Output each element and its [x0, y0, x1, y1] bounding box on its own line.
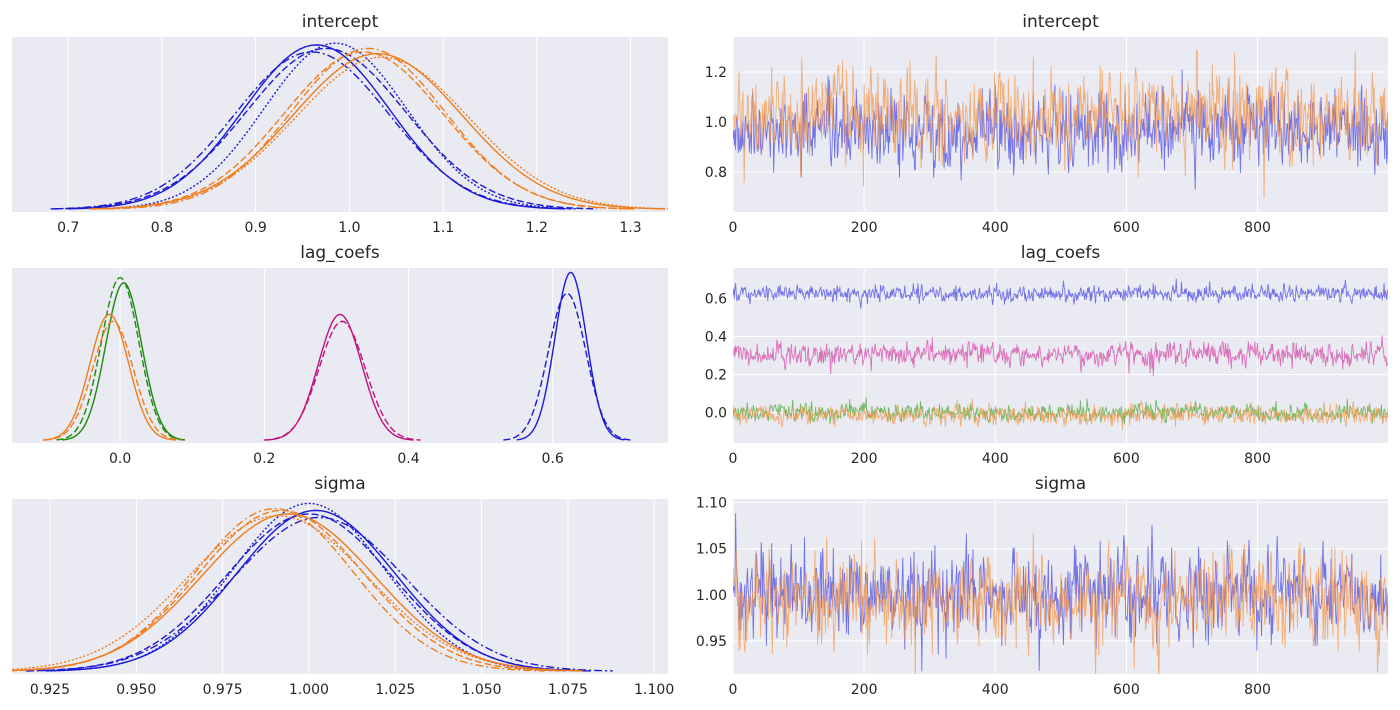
- trace-line-intercept_trace-1: [733, 49, 1388, 199]
- panel-intercept_trace: intercept 0 200 400 600 800 0.8 1.0 1.2: [705, 12, 1388, 236]
- x-tick-label: 1.000: [289, 682, 329, 698]
- x-tick-label: 1.0: [338, 220, 360, 236]
- panel-title: intercept: [302, 12, 379, 32]
- panel-title: lag_coefs: [1021, 243, 1101, 263]
- series-group: [50, 42, 668, 210]
- x-tick-label: 0.9: [245, 220, 267, 236]
- x-tick-label: 400: [982, 220, 1009, 236]
- density-line-lag_coefs_kde-4: [266, 313, 414, 441]
- y-tick-label: 0.95: [696, 634, 727, 650]
- x-tick-label: 800: [1244, 682, 1271, 698]
- y-tick-label: 0.0: [705, 406, 727, 422]
- x-tick-label: 0.950: [116, 682, 156, 698]
- panel-intercept_kde: intercept 0.7 0.8 0.9 1.0 1.1 1.2 1.3: [12, 12, 668, 236]
- x-tick-label: 400: [982, 682, 1009, 698]
- density-line-lag_coefs_kde-3: [44, 320, 182, 441]
- series-group: [733, 513, 1388, 674]
- x-tick-label: 0.2: [253, 451, 275, 467]
- density-line-sigma_kde-5: [12, 509, 564, 672]
- x-tick-label: 0.0: [109, 451, 131, 467]
- density-line-sigma_kde-6: [12, 507, 545, 672]
- density-line-sigma_kde-0: [45, 509, 586, 672]
- x-tick-label: 200: [851, 682, 878, 698]
- y-tick-label: 1.0: [705, 115, 727, 131]
- y-tick-label: 1.2: [705, 65, 727, 81]
- trace-line-lag_coefs_trace-3: [733, 398, 1388, 430]
- x-tick-label: 600: [1113, 682, 1140, 698]
- density-line-intercept_kde-3: [93, 42, 578, 210]
- density-line-sigma_kde-1: [27, 513, 591, 672]
- x-tick-label: 0: [729, 220, 738, 236]
- x-tick-label: 0: [729, 451, 738, 467]
- density-line-lag_coefs_kde-7: [503, 292, 631, 441]
- series-group: [733, 278, 1388, 430]
- trace-line-lag_coefs_trace-2: [733, 397, 1388, 425]
- x-tick-label: 800: [1244, 220, 1271, 236]
- density-line-intercept_kde-5: [92, 51, 635, 210]
- x-tick-label: 0: [729, 682, 738, 698]
- axes-background: [12, 268, 668, 443]
- x-tick-label: 0.925: [30, 682, 70, 698]
- density-line-lag_coefs_kde-1: [56, 276, 184, 441]
- density-line-intercept_kde-4: [90, 52, 665, 210]
- axes-background: [12, 37, 668, 212]
- x-tick-label: 400: [982, 451, 1009, 467]
- panel-title: intercept: [1022, 12, 1099, 32]
- x-tick-label: 0.4: [397, 451, 419, 467]
- panel-sigma_trace: sigma 0 200 400 600 800 0.95 1.00 1.05 1.10: [696, 474, 1388, 698]
- y-tick-label: 0.6: [705, 291, 727, 307]
- x-tick-label: 200: [851, 451, 878, 467]
- y-tick-label: 1.10: [696, 496, 727, 512]
- series-group: [733, 49, 1388, 199]
- density-line-sigma_kde-2: [25, 516, 613, 672]
- axes-background: [12, 499, 668, 674]
- density-line-intercept_kde-1: [55, 47, 597, 210]
- y-tick-label: 0.4: [705, 329, 727, 345]
- x-tick-label: 1.025: [375, 682, 415, 698]
- y-tick-label: 1.05: [696, 542, 727, 558]
- density-line-lag_coefs_kde-5: [263, 320, 421, 441]
- density-line-lag_coefs_kde-2: [43, 313, 176, 441]
- trace-line-lag_coefs_trace-0: [733, 278, 1388, 309]
- x-tick-label: 1.050: [462, 682, 502, 698]
- x-tick-label: 1.100: [634, 682, 674, 698]
- x-tick-label: 800: [1244, 451, 1271, 467]
- x-tick-label: 0.975: [203, 682, 243, 698]
- density-line-lag_coefs_kde-6: [516, 271, 625, 441]
- y-tick-label: 0.2: [705, 368, 727, 384]
- trace-line-sigma_trace-1: [733, 533, 1388, 674]
- density-line-lag_coefs_kde-0: [62, 282, 186, 441]
- density-line-intercept_kde-2: [50, 51, 574, 210]
- x-tick-label: 600: [1113, 451, 1140, 467]
- x-tick-label: 1.2: [526, 220, 548, 236]
- x-tick-label: 600: [1113, 220, 1140, 236]
- series-group: [12, 502, 613, 672]
- density-line-sigma_kde-7: [12, 514, 584, 672]
- panel-lag_coefs_trace: lag_coefs 0 200 400 600 800 0.0 0.2 0.4 0.6: [705, 243, 1388, 467]
- density-line-intercept_kde-0: [68, 44, 566, 210]
- series-group: [43, 271, 631, 441]
- panel-title: sigma: [314, 474, 365, 494]
- y-tick-label: 0.8: [705, 165, 727, 181]
- x-tick-label: 1.075: [548, 682, 588, 698]
- panel-title: lag_coefs: [300, 243, 380, 263]
- density-line-intercept_kde-6: [106, 47, 630, 210]
- trace-line-lag_coefs_trace-1: [733, 335, 1388, 376]
- panel-lag_coefs_kde: lag_coefs 0.0 0.2 0.4 0.6: [12, 243, 668, 467]
- panel-sigma_kde: sigma 0.925 0.950 0.975 1.000 1.025 1.050 1.075…: [12, 474, 674, 698]
- x-tick-label: 1.3: [619, 220, 641, 236]
- trace-line-intercept_trace-0: [733, 69, 1388, 190]
- density-line-intercept_kde-7: [89, 56, 668, 210]
- x-tick-label: 0.6: [542, 451, 564, 467]
- x-tick-label: 0.7: [57, 220, 79, 236]
- x-tick-label: 0.8: [151, 220, 173, 236]
- x-tick-label: 1.1: [432, 220, 454, 236]
- panel-title: sigma: [1035, 474, 1086, 494]
- y-tick-label: 1.00: [696, 588, 727, 604]
- x-tick-label: 200: [851, 220, 878, 236]
